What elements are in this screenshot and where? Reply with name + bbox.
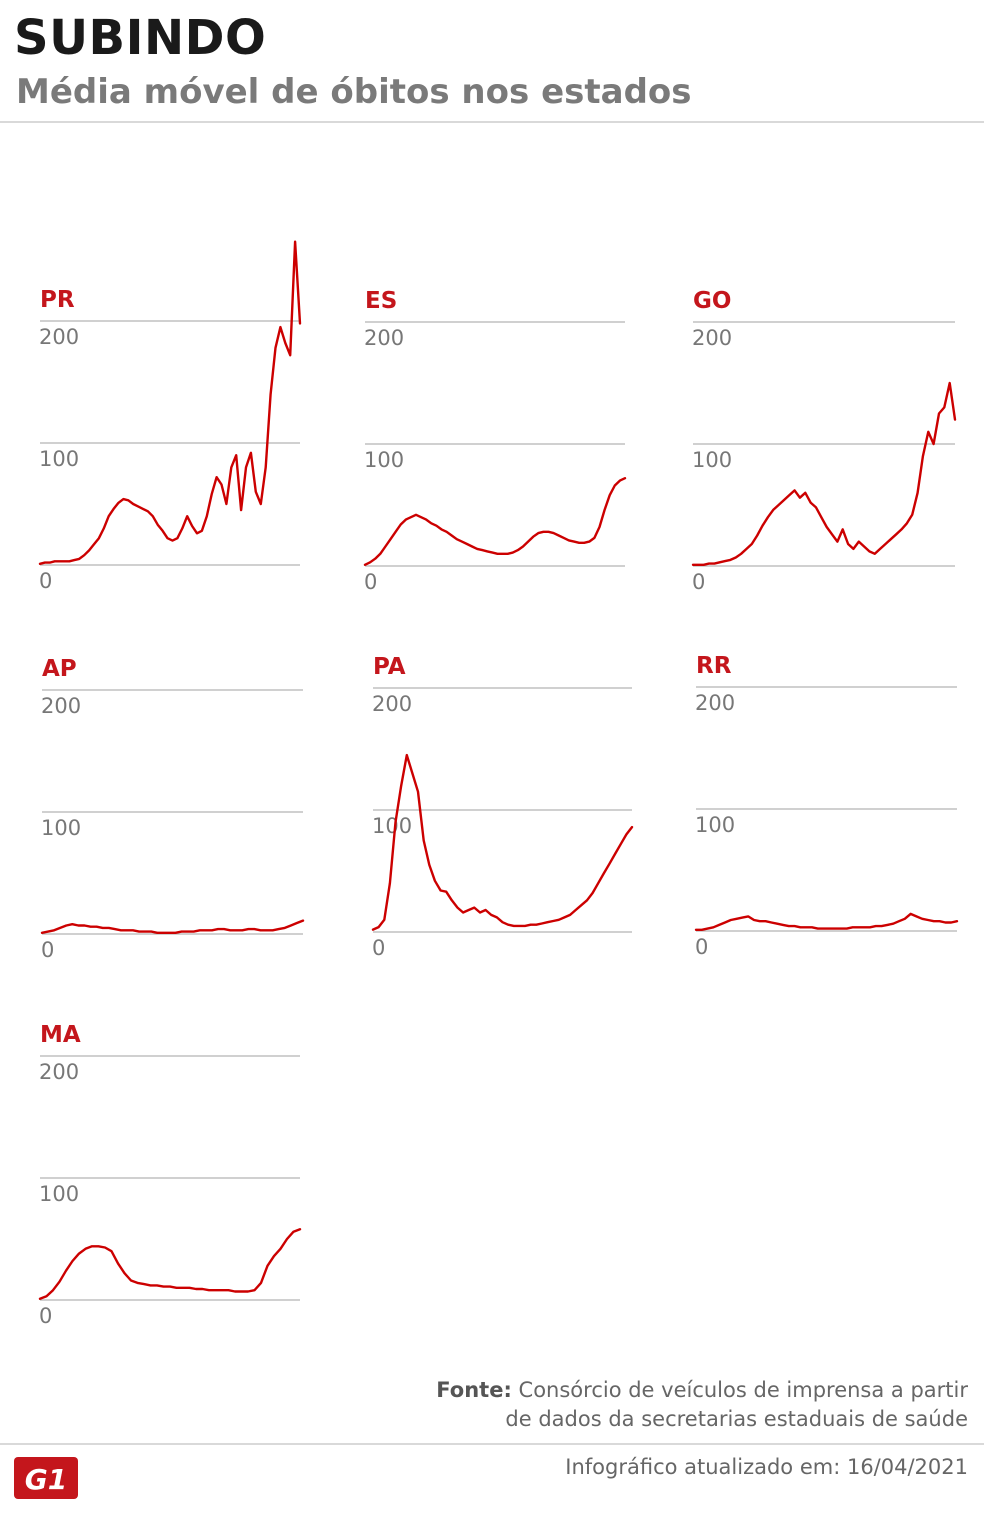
series-line-es — [363, 477, 627, 566]
small-multiples-charts: 0 100 200 PR 0 100 200 ES 0 100 200 GO 0 100 200 AP 0 100… — [38, 240, 959, 1328]
series-line-ma — [38, 1227, 302, 1301]
tick-label-pa-200: 200 — [372, 692, 412, 716]
tick-label-rr-100: 100 — [695, 813, 735, 837]
tick-label-rr-200: 200 — [695, 691, 735, 715]
series-line-ap — [40, 919, 305, 934]
series-line-pr — [38, 240, 302, 565]
g1-logo: G1 — [14, 1457, 78, 1499]
source-line-1: Consórcio de veículos de imprensa a part… — [511, 1378, 968, 1402]
tick-label-rr-0: 0 — [695, 935, 708, 959]
chart-title-go: GO — [693, 288, 731, 314]
tick-label-go-200: 200 — [692, 326, 732, 350]
tick-label-es-0: 0 — [364, 570, 377, 594]
tick-label-es-100: 100 — [364, 448, 404, 472]
page-title: SUBINDO — [14, 10, 267, 66]
source-line-2: de dados da secretarias estaduais de saú… — [505, 1407, 968, 1431]
chart-title-ma: MA — [40, 1022, 81, 1048]
page-subtitle: Média móvel de óbitos nos estados — [16, 72, 692, 112]
updated-date: Infográfico atualizado em: 16/04/2021 — [565, 1455, 968, 1479]
series-line-pa — [371, 753, 634, 931]
source-label: Fonte: — [436, 1378, 512, 1402]
tick-label-es-200: 200 — [364, 326, 404, 350]
tick-label-ap-0: 0 — [41, 938, 54, 962]
tick-label-go-0: 0 — [692, 570, 705, 594]
chart-title-pa: PA — [373, 654, 406, 680]
chart-title-rr: RR — [696, 653, 732, 679]
header-divider — [0, 121, 984, 123]
tick-label-pa-100: 100 — [372, 814, 412, 838]
chart-title-ap: AP — [42, 656, 77, 682]
tick-label-ap-200: 200 — [41, 694, 81, 718]
tick-label-pr-0: 0 — [39, 569, 52, 593]
series-line-rr — [694, 912, 959, 931]
tick-label-pa-0: 0 — [372, 936, 385, 960]
tick-label-pr-100: 100 — [39, 447, 79, 471]
chart-title-es: ES — [365, 288, 397, 314]
source-note: Fonte: Consórcio de veículos de imprensa… — [368, 1376, 968, 1434]
tick-label-ma-100: 100 — [39, 1182, 79, 1206]
tick-label-ma-0: 0 — [39, 1304, 52, 1328]
tick-label-go-100: 100 — [692, 448, 732, 472]
chart-title-pr: PR — [40, 287, 75, 313]
tick-label-ap-100: 100 — [41, 816, 81, 840]
footer-divider — [0, 1443, 984, 1445]
tick-label-pr-200: 200 — [39, 325, 79, 349]
tick-label-ma-200: 200 — [39, 1060, 79, 1084]
logo-text: G1 — [25, 1463, 67, 1496]
series-line-go — [691, 381, 957, 566]
